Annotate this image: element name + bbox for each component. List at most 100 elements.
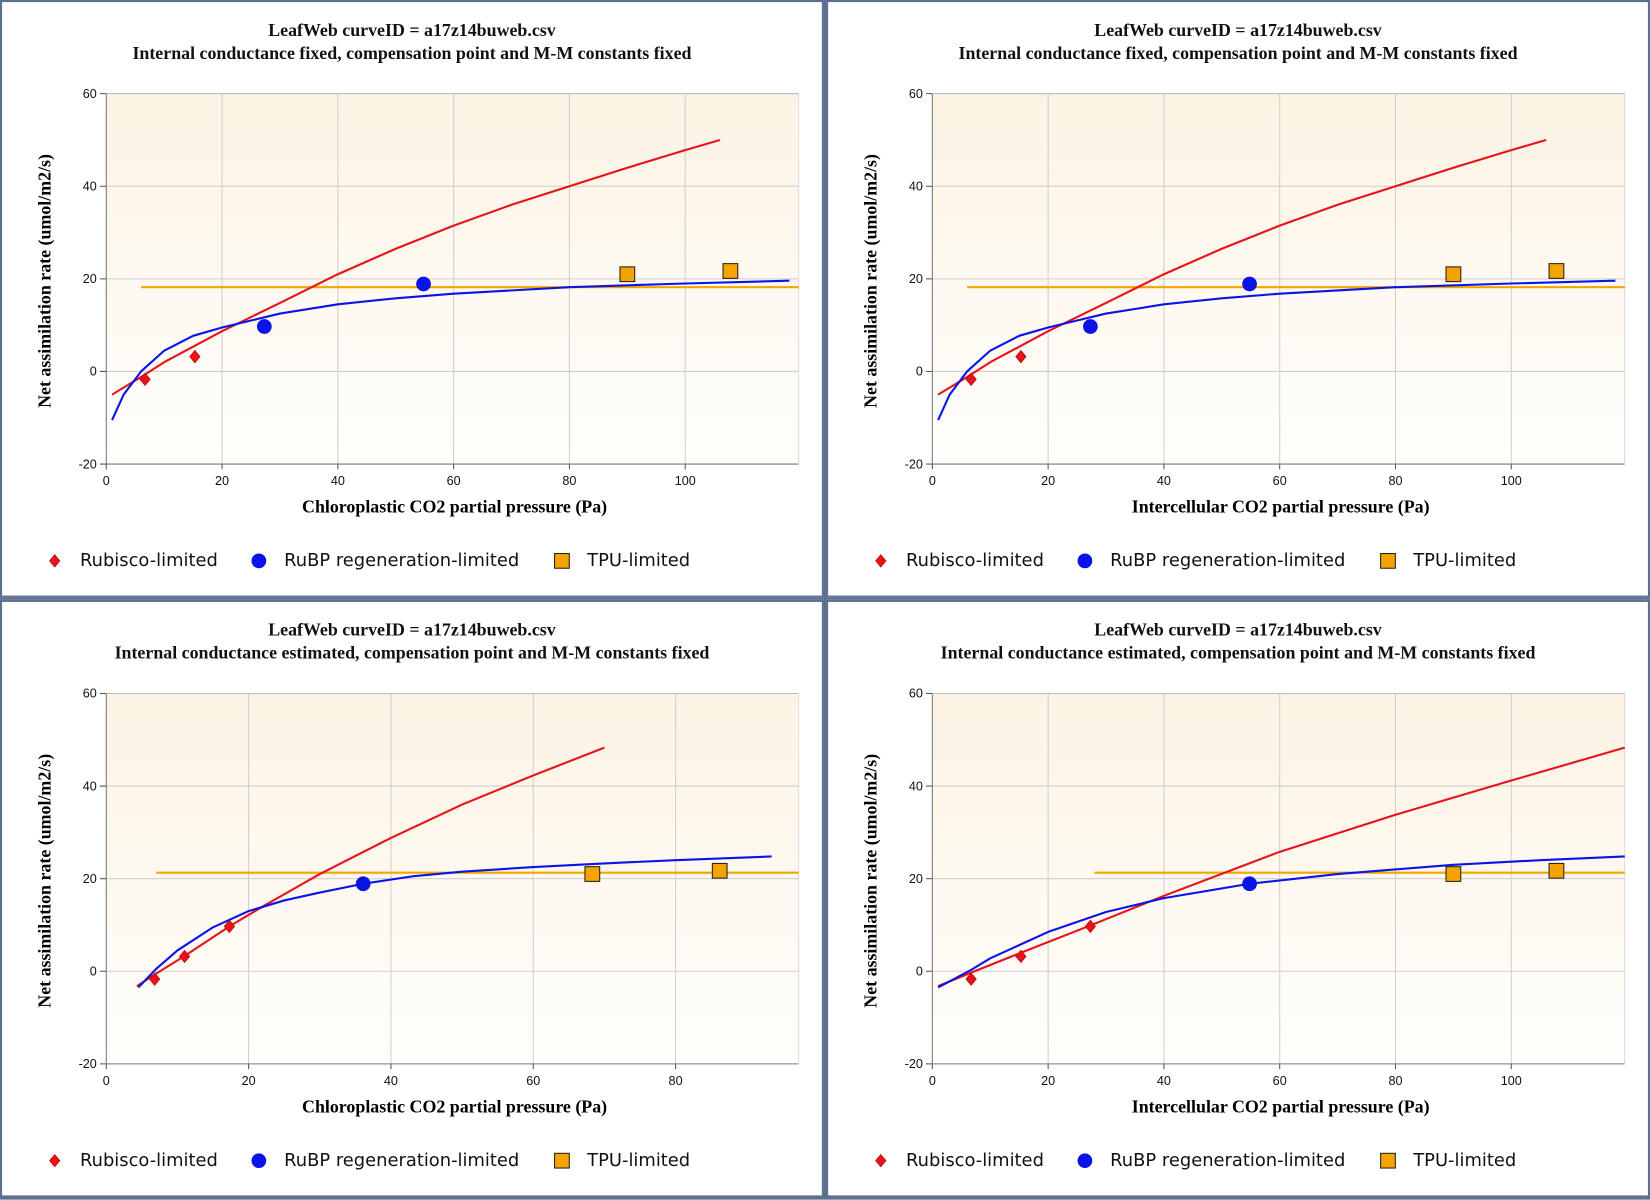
y-tick-label: 20	[909, 872, 923, 886]
legend-tpu-label: TPU-limited	[1413, 550, 1517, 572]
legend-rubp-label: RuBP regeneration-limited	[284, 550, 520, 572]
x-tick-label: 80	[1388, 1074, 1402, 1088]
tpu-data-point	[1548, 263, 1565, 279]
y-tick-label: 60	[83, 687, 97, 701]
rubp-data-point	[1242, 276, 1257, 292]
tpu-data-point	[1445, 266, 1462, 283]
legend-rubp-circle-icon	[1077, 1153, 1093, 1169]
legend-rubisco-label: Rubisco-limited	[906, 1150, 1044, 1172]
y-axis-label: Net assimilation rate (umol/m2/s)	[34, 753, 55, 1008]
chart-subtitle: Internal conductance estimated, compensa…	[114, 642, 710, 663]
chart-panel-4: 0 20 40 60 80 100 -20 0 20 40 60 LeafWeb curveID = …	[826, 599, 1650, 1198]
x-axis-label: Intercellular CO2 partial pressure (Pa)	[1131, 496, 1430, 517]
y-tick-label: 40	[909, 779, 923, 793]
tpu-data-point	[711, 862, 728, 879]
legend-rubisco-diamond-icon	[49, 554, 61, 568]
x-tick-label: 80	[669, 1074, 683, 1088]
chart-subtitle: Internal conductance fixed, compensation…	[958, 43, 1518, 64]
rubp-data-point	[1083, 319, 1098, 334]
y-tick-label: 40	[909, 179, 923, 193]
legend-tpu-label: TPU-limited	[587, 550, 691, 572]
tpu-data-point	[584, 866, 601, 882]
y-tick-label: 40	[83, 779, 97, 793]
y-tick-label: -20	[79, 457, 97, 471]
x-tick-label: 60	[1273, 474, 1287, 488]
legend-rubp-circle-icon	[251, 1153, 267, 1169]
y-axis-label: Net assimilation rate (umol/m2/s)	[860, 753, 881, 1008]
rubp-data-point	[416, 276, 431, 292]
rubisco-data-point	[1015, 349, 1027, 364]
legend-rubp-label: RuBP regeneration-limited	[284, 1150, 520, 1172]
chart-svg: 0 20 40 60 80 100 -20 0 20 40 60	[875, 687, 1626, 1169]
y-tick-label: -20	[905, 457, 923, 471]
chart-panel-2: 0 20 40 60 80 100 -20 0 20 40 60 LeafWeb curveID = …	[826, 0, 1650, 598]
rubisco-data-point	[1015, 949, 1027, 964]
rubisco-data-point	[965, 972, 977, 986]
y-tick-label: 0	[90, 964, 97, 978]
y-axis-label: Net assimilation rate (umol/m2/s)	[860, 154, 881, 408]
y-tick-label: 20	[83, 272, 97, 286]
y-tick-label: 40	[83, 179, 97, 193]
rubisco-data-point	[178, 949, 191, 964]
x-tick-label: 100	[1501, 474, 1522, 488]
x-tick-label: 40	[1157, 1074, 1171, 1088]
x-tick-label: 80	[562, 474, 576, 488]
x-tick-label: 0	[929, 474, 936, 488]
legend-rubp-circle-icon	[1077, 553, 1093, 569]
x-axis-label: Chloroplastic CO2 partial pressure (Pa)	[302, 496, 608, 517]
y-tick-label: 60	[83, 87, 97, 101]
legend-rubisco-diamond-icon	[49, 1153, 61, 1168]
legend-rubp-label: RuBP regeneration-limited	[1110, 550, 1346, 572]
tpu-data-point	[1445, 866, 1462, 882]
rubisco-data-point	[223, 919, 235, 934]
chart-svg: 0 20 40 60 80 100 -20 0 20 40 60	[49, 87, 800, 569]
tpu-data-point	[722, 263, 739, 279]
rubisco-data-point	[149, 972, 161, 986]
legend-tpu-square-icon	[554, 552, 570, 569]
x-tick-label: 40	[1157, 474, 1171, 488]
chart-subtitle: Internal conductance fixed, compensation…	[132, 43, 692, 64]
rubisco-data-point	[1084, 919, 1096, 934]
rubisco-fit-curve	[937, 746, 1626, 988]
legend-rubisco-diamond-icon	[875, 554, 887, 568]
x-tick-label: 100	[675, 474, 696, 488]
x-axis-label: Chloroplastic CO2 partial pressure (Pa)	[302, 1096, 608, 1117]
x-axis-label: Intercellular CO2 partial pressure (Pa)	[1131, 1096, 1430, 1117]
y-tick-label: 20	[83, 872, 97, 886]
legend-rubp-circle-icon	[251, 553, 267, 569]
rubisco-data-point	[189, 349, 201, 364]
chart-title: LeafWeb curveID = a17z14buweb.csv	[1094, 19, 1382, 40]
x-tick-label: 20	[1041, 1074, 1055, 1088]
rubisco-fit-curve	[937, 138, 1547, 396]
chart-panel-3: 0 20 40 60 80 -20 0 20 40 60 LeafWeb curveID = a17…	[0, 599, 824, 1198]
legend-rubisco-diamond-icon	[875, 1153, 887, 1168]
legend-rubisco-label: Rubisco-limited	[906, 550, 1044, 572]
legend-rubisco-label: Rubisco-limited	[79, 550, 218, 572]
rubp-fit-curve	[137, 855, 772, 989]
x-tick-label: 60	[526, 1074, 540, 1088]
legend-tpu-label: TPU-limited	[1413, 1150, 1517, 1172]
rubisco-fit-curve	[136, 746, 605, 987]
legend-tpu-square-icon	[554, 1152, 570, 1169]
chart-svg: 0 20 40 60 80 -20 0 20 40 60	[49, 687, 800, 1169]
chart-panel-1: 0 20 40 60 80 100 -20 0 20 40 60 LeafWeb curveID = …	[0, 0, 824, 598]
legend-tpu-label: TPU-limited	[587, 1150, 691, 1172]
y-tick-label: 60	[909, 87, 923, 101]
rubp-fit-curve	[111, 279, 790, 421]
rubisco-data-point	[965, 372, 977, 387]
x-tick-label: 40	[384, 1074, 398, 1088]
chart-title: LeafWeb curveID = a17z14buweb.csv	[268, 619, 556, 640]
y-tick-label: -20	[79, 1057, 97, 1071]
x-tick-label: 0	[103, 474, 110, 488]
rubp-fit-curve	[937, 279, 1616, 421]
y-tick-label: 60	[909, 687, 923, 701]
x-tick-label: 20	[1041, 474, 1055, 488]
chart-title: LeafWeb curveID = a17z14buweb.csv	[268, 19, 556, 40]
rubp-data-point	[1242, 876, 1257, 892]
chart-svg: 0 20 40 60 80 100 -20 0 20 40 60	[875, 87, 1626, 569]
x-tick-label: 40	[331, 474, 345, 488]
x-tick-label: 60	[447, 474, 461, 488]
y-tick-label: 0	[916, 964, 923, 978]
x-tick-label: 0	[103, 1074, 110, 1088]
